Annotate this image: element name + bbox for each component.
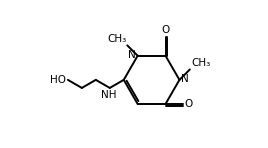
Text: CH₃: CH₃ (191, 58, 210, 68)
Text: CH₃: CH₃ (107, 34, 126, 44)
Text: N: N (128, 50, 136, 60)
Text: NH: NH (101, 90, 117, 100)
Text: HO: HO (50, 75, 66, 85)
Text: O: O (185, 99, 193, 109)
Text: O: O (161, 25, 170, 35)
Text: N: N (181, 74, 189, 84)
